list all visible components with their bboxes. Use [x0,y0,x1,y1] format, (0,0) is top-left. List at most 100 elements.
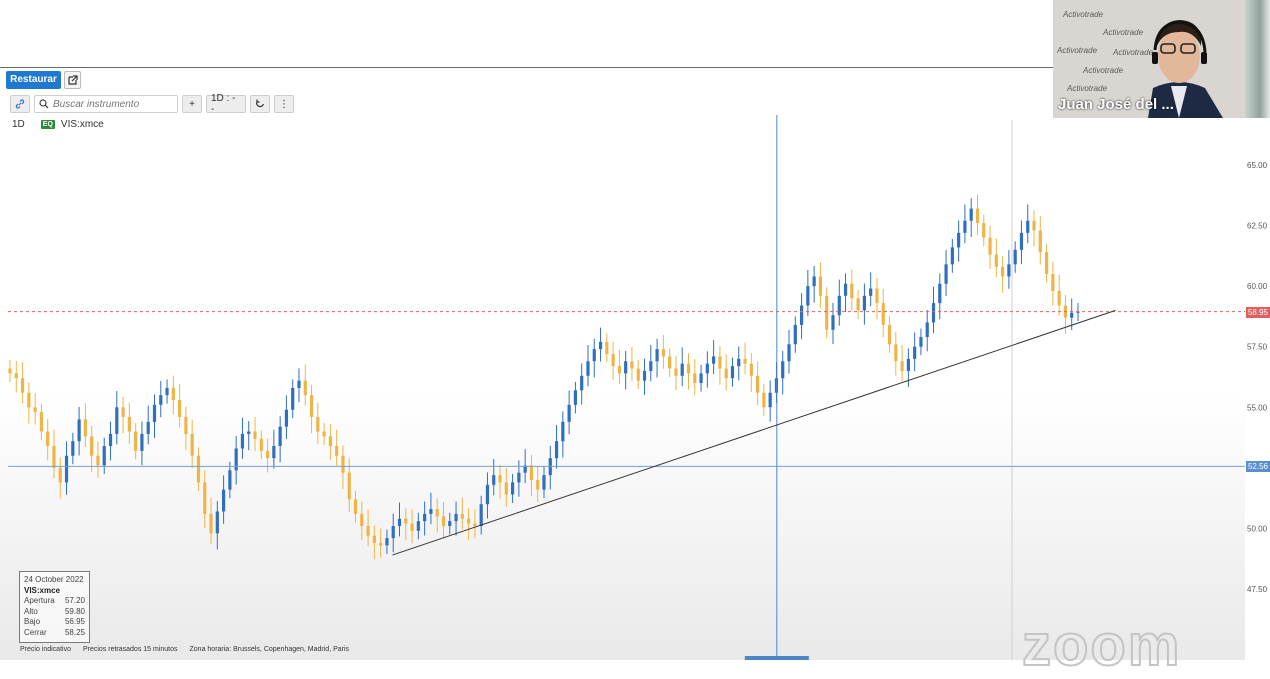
candle-body[interactable] [793,324,797,345]
candle-body[interactable] [379,542,383,546]
candle-body[interactable] [46,431,50,447]
candle-body[interactable] [781,361,785,379]
candle-body[interactable] [938,283,942,304]
candle-body[interactable] [642,370,647,381]
trend-line[interactable] [392,309,1116,556]
candle-body[interactable] [303,380,307,396]
candle-body[interactable] [423,513,427,522]
candle-body[interactable] [881,303,885,325]
candle-body[interactable] [71,441,75,456]
candle-body[interactable] [542,475,546,490]
candle-body[interactable] [341,455,345,473]
candle-body[interactable] [196,455,201,483]
candle-body[interactable] [33,407,37,413]
candle-body[interactable] [969,208,973,221]
candle-body[interactable] [554,441,559,459]
candle-body[interactable] [272,446,276,459]
candle-body[interactable] [913,346,917,359]
candle-body[interactable] [743,358,747,364]
candle-body[interactable] [686,363,691,374]
candle-body[interactable] [705,363,709,374]
candle-body[interactable] [806,286,810,306]
candle-body[interactable] [1032,220,1036,231]
candle-body[interactable] [215,511,219,534]
candle-body[interactable] [121,407,125,417]
candle-body[interactable] [561,421,565,442]
candle-body[interactable] [944,264,948,284]
more-options-button[interactable]: ⋮ [274,95,294,113]
candle-body[interactable] [14,373,18,379]
candle-body[interactable] [184,416,188,434]
candle-body[interactable] [573,390,578,405]
candle-body[interactable] [529,465,534,480]
candle-body[interactable] [837,295,841,316]
candle-body[interactable] [523,465,527,473]
candle-body[interactable] [605,341,609,354]
candle-body[interactable] [737,358,741,367]
candle-body[interactable] [58,467,62,483]
interval-selector[interactable]: 1D : - - [206,93,246,115]
candle-body[interactable] [190,433,194,456]
candle-body[interactable] [812,276,816,287]
candle-body[interactable] [988,237,992,255]
candle-body[interactable] [460,513,464,519]
candle-body[interactable] [655,349,659,362]
candle-body[interactable] [435,509,439,517]
candle-body[interactable] [234,448,238,471]
candle-body[interactable] [825,295,829,330]
candle-body[interactable] [975,208,980,224]
candle-body[interactable] [843,283,848,296]
candle-body[interactable] [322,431,326,437]
candle-body[interactable] [756,375,760,393]
candle-body[interactable] [661,349,665,357]
candle-body[interactable] [787,344,791,362]
candle-body[interactable] [636,368,640,381]
candle-body[interactable] [203,482,207,514]
candle-body[interactable] [624,361,628,374]
candle-body[interactable] [617,366,621,374]
external-link-icon[interactable] [64,71,81,89]
candle-body[interactable] [1076,311,1080,313]
candle-body[interactable] [592,349,596,362]
candle-body[interactable] [994,254,998,267]
candle-body[interactable] [887,324,892,345]
candle-body[interactable] [448,521,452,527]
candle-body[interactable] [668,356,672,369]
candle-body[interactable] [115,407,119,434]
candle-body[interactable] [479,504,483,527]
candle-body[interactable] [510,482,515,495]
candle-body[interactable] [649,361,653,371]
candle-body[interactable] [957,232,961,248]
candle-body[interactable] [20,378,25,393]
candle-body[interactable] [27,392,31,408]
candle-body[interactable] [818,276,823,296]
candle-body[interactable] [240,433,245,449]
candle-body[interactable] [730,366,735,379]
candle-body[interactable] [799,305,804,325]
candle-body[interactable] [83,419,87,437]
candle-body[interactable] [171,387,175,401]
candle-body[interactable] [90,436,94,456]
candle-body[interactable] [900,361,904,371]
candle-body[interactable] [567,404,571,422]
candle-body[interactable] [159,395,163,405]
candle-body[interactable] [485,484,490,505]
candle-body[interactable] [253,431,257,439]
candle-body[interactable] [209,513,213,534]
candle-body[interactable] [309,395,314,417]
candle-body[interactable] [869,288,873,296]
candle-body[interactable] [699,373,703,384]
candle-body[interactable] [353,499,358,514]
candle-body[interactable] [850,283,854,299]
candle-body[interactable] [385,538,389,546]
candle-body[interactable] [831,315,835,330]
candle-body[interactable] [467,518,471,524]
candle-body[interactable] [1051,274,1055,291]
candle-body[interactable] [416,521,420,531]
candle-body[interactable] [517,472,521,483]
candle-body[interactable] [856,298,860,311]
candle-body[interactable] [291,387,295,410]
candle-body[interactable] [963,220,967,233]
candle-body[interactable] [680,363,684,376]
